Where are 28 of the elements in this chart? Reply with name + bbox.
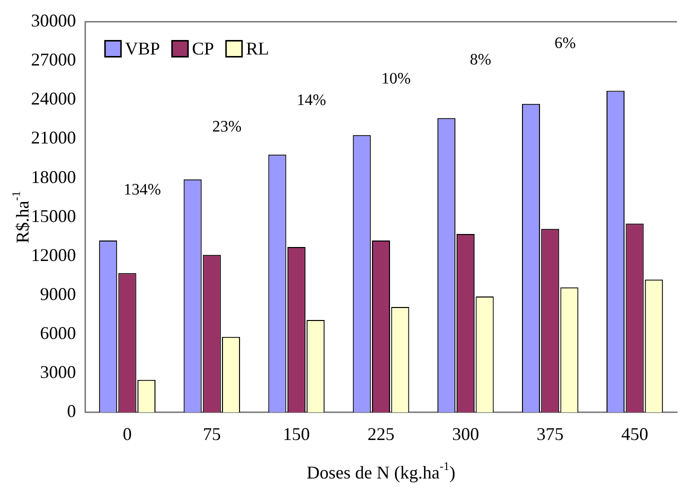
legend-label: CP (192, 38, 214, 59)
y-tick-label: 30000 (31, 10, 76, 31)
x-tick-label: 150 (282, 424, 310, 444)
y-tick-label: 15000 (31, 206, 76, 226)
annotation: 134% (124, 182, 161, 199)
legend-label: RL (246, 38, 270, 59)
legend-label: VBP (125, 38, 160, 59)
x-tick-label: 0 (122, 424, 132, 444)
y-tick-label: 21000 (31, 128, 76, 148)
annotation: 6% (554, 35, 576, 52)
annotation: 14% (296, 92, 326, 109)
y-tick-label: 12000 (31, 244, 76, 265)
y-tick-label: 6000 (40, 323, 76, 344)
y-tick-label: 9000 (40, 284, 76, 304)
x-tick-label: 225 (368, 424, 394, 444)
annotation: 10% (381, 70, 411, 88)
y-tick-label: 0 (67, 401, 76, 422)
y-tick-label: 24000 (31, 88, 76, 109)
annotation: 8% (470, 51, 492, 68)
x-tick-label: 375 (536, 424, 564, 444)
y-tick-label: 27000 (31, 50, 76, 70)
y-tick-label: 18000 (31, 166, 76, 187)
annotation: 23% (212, 118, 242, 136)
x-tick-label: 450 (621, 424, 648, 444)
x-tick-label: 75 (202, 424, 221, 444)
x-tick-label: 300 (452, 424, 480, 444)
y-tick-label: 3000 (40, 362, 76, 382)
y-axis-title: R$.ha-1 (10, 190, 33, 244)
